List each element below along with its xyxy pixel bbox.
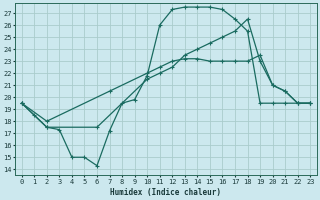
- X-axis label: Humidex (Indice chaleur): Humidex (Indice chaleur): [110, 188, 221, 197]
